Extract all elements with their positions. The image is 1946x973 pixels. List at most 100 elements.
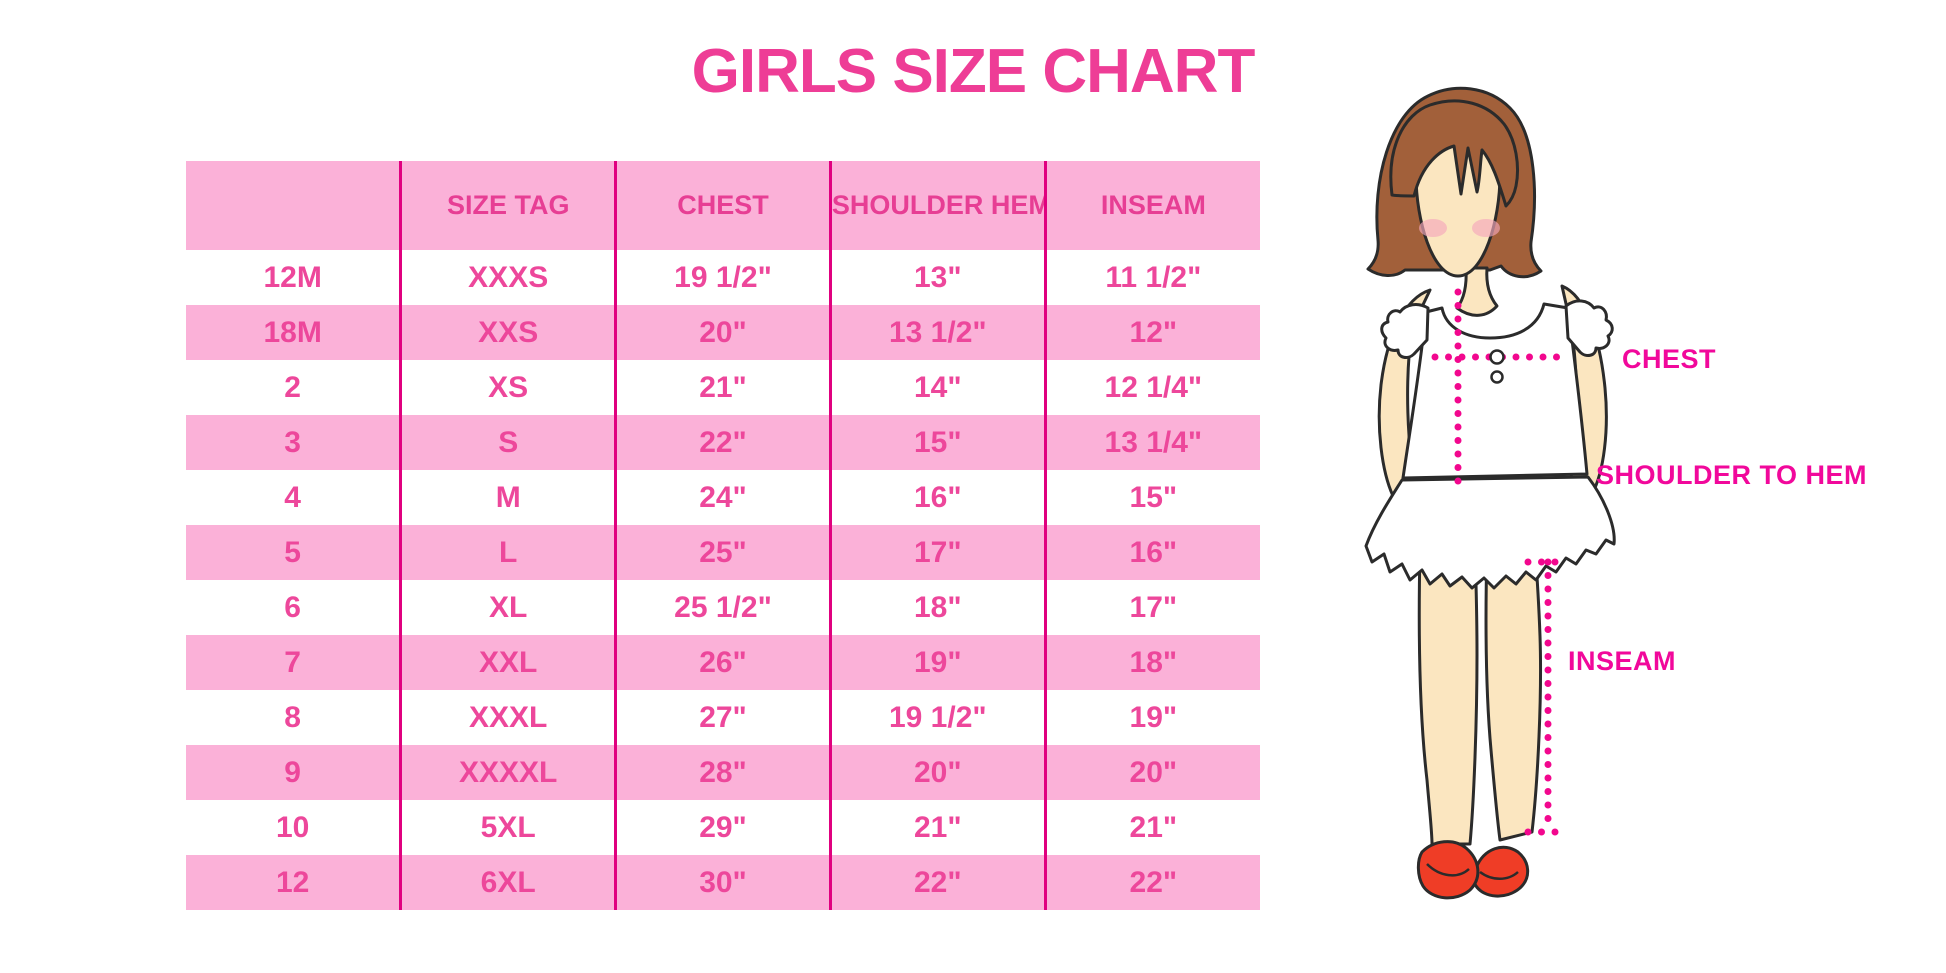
- table-cell: 13 1/2": [828, 305, 1046, 360]
- table-cell: 22": [614, 415, 831, 470]
- table-row: 8 XXXL 27" 19 1/2" 19": [186, 690, 1260, 745]
- table-cell: 12": [1043, 305, 1260, 360]
- table-cell: 21": [828, 800, 1046, 855]
- table-cell: 15": [828, 415, 1046, 470]
- header-cell-empty: [186, 161, 401, 250]
- blush-right: [1472, 219, 1500, 237]
- table-cell: 13": [828, 250, 1046, 305]
- table-row: 10 5XL 29" 21" 21": [186, 800, 1260, 855]
- inseam-label: INSEAM: [1568, 646, 1676, 676]
- table-row: 5 L 25" 17" 16": [186, 525, 1260, 580]
- size-cell: 18M: [186, 305, 401, 360]
- blush-left: [1419, 219, 1447, 237]
- size-cell: 8: [186, 690, 401, 745]
- table-cell: 5XL: [399, 800, 616, 855]
- table-cell: 25": [614, 525, 831, 580]
- table-cell: 11 1/2": [1043, 250, 1260, 305]
- table-cell: 20": [614, 305, 831, 360]
- table-cell: 24": [614, 470, 831, 525]
- table-cell: 19 1/2": [614, 250, 831, 305]
- table-cell: 6XL: [399, 855, 616, 910]
- size-table: SIZE TAG CHEST SHOULDER HEM INSEAM 12M XXXS 1…: [186, 161, 1260, 910]
- header-row: SIZE TAG CHEST SHOULDER HEM INSEAM: [186, 161, 1260, 250]
- left-leg: [1417, 548, 1479, 846]
- table-cell: 27": [614, 690, 831, 745]
- size-cell: 6: [186, 580, 401, 635]
- table-row: 12 6XL 30" 22" 22": [186, 855, 1260, 910]
- button-top: [1489, 349, 1505, 365]
- size-cell: 9: [186, 745, 401, 800]
- shoe-right-strap: [1479, 870, 1519, 880]
- table-cell: XXL: [399, 635, 616, 690]
- table-row: 7 XXL 26" 19" 18": [186, 635, 1260, 690]
- table-cell: 29": [614, 800, 831, 855]
- size-cell: 4: [186, 470, 401, 525]
- table-cell: 25 1/2": [614, 580, 831, 635]
- size-cell: 12: [186, 855, 401, 910]
- table-cell: 20": [1043, 745, 1260, 800]
- size-cell: 12M: [186, 250, 401, 305]
- shoulder-ruffle-right: [1564, 299, 1614, 357]
- table-cell: L: [399, 525, 616, 580]
- table-cell: 20": [828, 745, 1046, 800]
- size-cell: 7: [186, 635, 401, 690]
- girl-illustration: CHEST SHOULDER TO HEM INSEAM: [1364, 86, 1867, 900]
- right-leg: [1484, 546, 1543, 842]
- button-bottom: [1490, 370, 1504, 384]
- table-cell: 19": [828, 635, 1046, 690]
- table-cell: 22": [828, 855, 1046, 910]
- dress-bodice: [1401, 302, 1589, 480]
- size-table-header: SIZE TAG CHEST SHOULDER HEM INSEAM: [186, 161, 1260, 250]
- table-cell: 14": [828, 360, 1046, 415]
- table-cell: 13 1/4": [1043, 415, 1260, 470]
- size-table-body: 12M XXXS 19 1/2" 13" 11 1/2" 18M XXS 20" 13 1/2"…: [186, 250, 1260, 910]
- table-cell: 19": [1043, 690, 1260, 745]
- size-cell: 5: [186, 525, 401, 580]
- header-cell: SHOULDER HEM: [828, 161, 1046, 250]
- table-cell: 12 1/4": [1043, 360, 1260, 415]
- table-cell: S: [399, 415, 616, 470]
- table-cell: 26": [614, 635, 831, 690]
- table-cell: XXS: [399, 305, 616, 360]
- table-cell: 15": [1043, 470, 1260, 525]
- header-cell: SIZE TAG: [399, 161, 616, 250]
- shoulder-to-hem-label: SHOULDER TO HEM: [1596, 460, 1867, 490]
- bangs: [1389, 99, 1519, 208]
- table-cell: 21": [1043, 800, 1260, 855]
- table-row: 2 XS 21" 14" 12 1/4": [186, 360, 1260, 415]
- table-row: 9 XXXXL 28" 20" 20": [186, 745, 1260, 800]
- size-cell: 2: [186, 360, 401, 415]
- table-cell: 16": [1043, 525, 1260, 580]
- skirt: [1364, 475, 1616, 590]
- table-cell: 18": [828, 580, 1046, 635]
- table-cell: 28": [614, 745, 831, 800]
- table-cell: 30": [614, 855, 831, 910]
- header-cell: INSEAM: [1043, 161, 1260, 250]
- table-row: 6 XL 25 1/2" 18" 17": [186, 580, 1260, 635]
- table-row: 4 M 24" 16" 15": [186, 470, 1260, 525]
- table-cell: M: [399, 470, 616, 525]
- neck: [1455, 266, 1499, 317]
- table-cell: 19 1/2": [828, 690, 1046, 745]
- table-row: 3 S 22" 15" 13 1/4": [186, 415, 1260, 470]
- table-cell: XL: [399, 580, 616, 635]
- table-cell: XXXS: [399, 250, 616, 305]
- shoe-left-strap: [1426, 863, 1470, 877]
- girl-measurement-diagram: CHEST SHOULDER TO HEM INSEAM: [1330, 80, 1890, 940]
- chest-label: CHEST: [1622, 344, 1716, 374]
- table-cell: 18": [1043, 635, 1260, 690]
- size-cell: 10: [186, 800, 401, 855]
- table-cell: XXXXL: [399, 745, 616, 800]
- table-cell: 21": [614, 360, 831, 415]
- table-cell: 22": [1043, 855, 1260, 910]
- table-cell: 17": [1043, 580, 1260, 635]
- page-title: GIRLS SIZE CHART: [691, 37, 1256, 106]
- shoe-left: [1416, 840, 1480, 900]
- size-cell: 3: [186, 415, 401, 470]
- shoulder-ruffle-left: [1380, 303, 1430, 359]
- table-cell: 17": [828, 525, 1046, 580]
- table-cell: XS: [399, 360, 616, 415]
- table-row: 18M XXS 20" 13 1/2" 12": [186, 305, 1260, 360]
- table-row: 12M XXXS 19 1/2" 13" 11 1/2": [186, 250, 1260, 305]
- table-cell: XXXL: [399, 690, 616, 745]
